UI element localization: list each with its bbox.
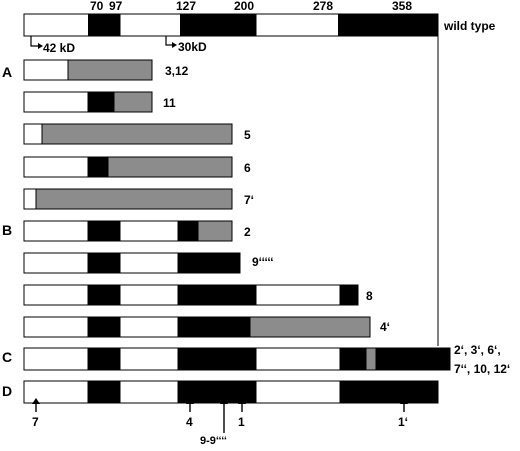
clone-label-4p: 4‘ — [380, 320, 390, 334]
insertion-arrow-1 — [238, 398, 246, 412]
group-label-b: B — [2, 222, 12, 238]
clone-label-9: 9‘‘‘‘‘ — [252, 255, 274, 269]
construct-row-2 — [23, 220, 233, 242]
construct-row-4p — [23, 316, 371, 338]
position-200: 200 — [234, 0, 254, 13]
label-42kd: 42 kD — [43, 41, 75, 55]
insertion-arrow-7 — [32, 398, 40, 412]
construct-row-8 — [23, 284, 359, 306]
arrow-label-9: 9-9‘‘‘‘ — [200, 435, 227, 446]
construct-row-c — [23, 347, 451, 371]
start-arrow-42kd — [30, 36, 43, 49]
group-label-d: D — [2, 383, 12, 399]
clone-label-3-12: 3,12 — [165, 64, 189, 78]
arrow-label-4: 4 — [186, 415, 193, 429]
construct-row-d — [23, 380, 439, 404]
position-70: 70 — [90, 0, 104, 13]
segment-127-200 — [180, 14, 256, 36]
construct-row-7p — [23, 188, 233, 210]
position-358: 358 — [392, 0, 412, 13]
clone-label-7p: 7‘ — [244, 193, 254, 207]
clone-label-c-line1: 2‘, 3‘, 6‘, — [454, 343, 501, 357]
construct-row-5 — [23, 123, 233, 145]
insertion-arrow-9 — [220, 398, 228, 433]
label-30kd: 30kD — [178, 40, 207, 54]
clone-label-5: 5 — [244, 128, 251, 142]
clone-label-c-line2: 7‘‘, 10, 12‘ — [454, 362, 510, 376]
clone-label-6: 6 — [244, 161, 251, 175]
arrow-label-1p: 1‘ — [398, 415, 408, 429]
position-278: 278 — [313, 0, 333, 13]
group-label-c: C — [2, 349, 12, 365]
arrow-label-7: 7 — [32, 415, 39, 429]
arrow-label-1: 1 — [238, 415, 245, 429]
clone-label-8: 8 — [366, 289, 373, 303]
segment-70-97 — [88, 14, 120, 36]
construct-row-6 — [23, 156, 233, 178]
position-127: 127 — [176, 0, 196, 13]
clone-label-2: 2 — [244, 225, 251, 239]
group-label-a: A — [2, 64, 12, 80]
clone-label-11: 11 — [163, 96, 176, 110]
segment-278-358 — [338, 14, 438, 36]
insertion-arrow-4 — [186, 398, 194, 412]
construct-row-3-12 — [23, 59, 153, 81]
insertion-arrow-1p — [400, 398, 408, 412]
wild-type-label: wild type — [443, 19, 496, 33]
construct-row-11 — [23, 91, 153, 113]
construct-row-9 — [23, 252, 241, 274]
start-arrow-30kd — [165, 36, 177, 48]
wild-type-bar — [23, 13, 439, 37]
position-97: 97 — [109, 0, 123, 13]
